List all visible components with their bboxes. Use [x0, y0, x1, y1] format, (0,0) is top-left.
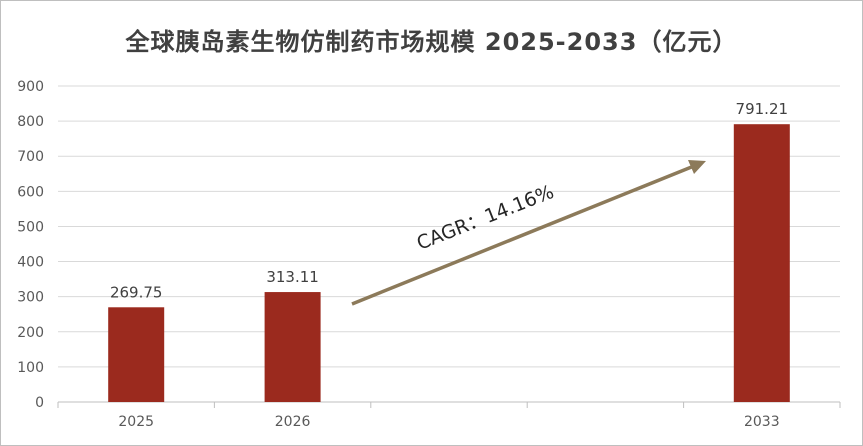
y-tick-label: 300	[17, 290, 44, 306]
bar-2026	[264, 292, 321, 402]
y-tick-label: 0	[35, 395, 44, 411]
cagr-arrow	[351, 160, 706, 306]
x-tick-label: 2025	[118, 414, 154, 430]
data-label: 269.75	[110, 283, 163, 301]
y-tick-label: 700	[17, 149, 44, 165]
y-tick-label: 600	[17, 184, 44, 200]
y-tick-label: 900	[17, 79, 44, 95]
x-tick-label: 2033	[744, 414, 780, 430]
x-tick-label: 2026	[275, 414, 311, 430]
y-tick-label: 200	[17, 325, 44, 341]
cagr-annotation: CAGR：14.16%	[414, 181, 557, 255]
bar-2025	[108, 307, 165, 402]
bars	[108, 124, 790, 402]
data-label: 791.21	[736, 100, 789, 118]
bar-2033	[733, 124, 790, 402]
axes	[57, 401, 841, 408]
y-tick-label: 500	[17, 219, 44, 235]
data-label: 313.11	[266, 268, 319, 286]
y-tick-label: 400	[17, 255, 44, 271]
y-tick-label: 800	[17, 114, 44, 130]
labels: 0 100 200 300 400 500 600 700 800 900 269.75 2025 31…	[17, 79, 788, 430]
y-tick-label: 100	[17, 360, 44, 376]
chart-title: 全球胰岛素生物仿制药市场规模 2025-2033（亿元）	[125, 28, 738, 56]
gridlines	[58, 85, 840, 368]
